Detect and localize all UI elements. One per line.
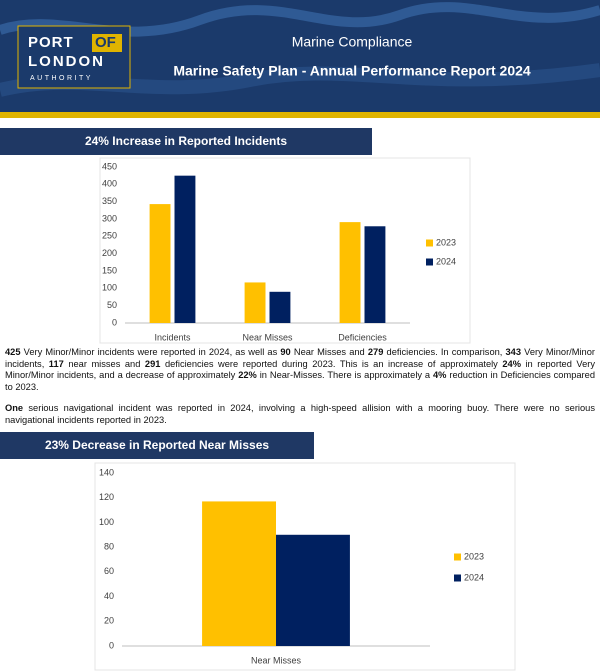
legend-swatch	[426, 239, 433, 247]
text: in Near-Misses. There is approximately a	[256, 370, 434, 380]
y-tick-label: 80	[104, 542, 114, 552]
y-tick-label: 450	[102, 161, 117, 171]
gold-stripe	[0, 112, 600, 118]
text: serious navigational incident was report…	[5, 403, 595, 425]
y-tick-label: 200	[102, 248, 117, 258]
y-tick-label: 150	[102, 265, 117, 275]
y-tick-label: 300	[102, 213, 117, 223]
logo-highlight	[92, 34, 122, 52]
legend-swatch	[454, 553, 461, 561]
bold-text: 22%	[238, 370, 257, 380]
bold-text: One	[5, 403, 24, 413]
bar	[149, 204, 171, 323]
legend-label: 2023	[464, 551, 484, 561]
bold-text: 117	[48, 358, 64, 369]
bar	[276, 534, 350, 646]
chart: 0 20 40 60 80 100 120 140 Near Misses 2023 2024	[94, 462, 516, 671]
legend-label: 2024	[436, 256, 456, 266]
paragraph: 425 Very Minor/Minor incidents were repo…	[5, 347, 595, 393]
y-tick-label: 250	[102, 231, 117, 241]
y-tick-label: 100	[102, 283, 117, 293]
y-tick-label: 100	[99, 517, 114, 527]
y-tick-label: 40	[104, 591, 114, 601]
x-tick-label: Near Misses	[251, 655, 302, 665]
y-tick-label: 140	[99, 467, 114, 477]
text: reduction in Deficiencies compared to 20…	[5, 370, 595, 392]
title: Marine Safety Plan - Annual Performance …	[173, 63, 531, 79]
subtitle: Marine Compliance	[292, 34, 413, 50]
y-tick-label: 0	[109, 640, 114, 650]
y-tick-label: 20	[104, 616, 114, 626]
bar	[269, 291, 291, 323]
paragraph: One serious navigational incident was re…	[5, 403, 595, 426]
bold-text: 24%	[502, 358, 521, 369]
chart-frame	[99, 157, 471, 344]
legend-label: 2023	[436, 237, 456, 247]
section-heading: 24% Increase in Reported Incidents	[0, 128, 372, 155]
text: near misses and	[63, 358, 145, 369]
bold-text: 4%	[433, 370, 447, 380]
y-tick-label: 60	[104, 566, 114, 576]
bold-text: 343	[505, 347, 522, 357]
text: in reported Very Minor/Minor incidents, …	[5, 358, 595, 381]
bar	[339, 222, 361, 323]
text: Very Minor/Minor incidents were reported…	[20, 347, 281, 357]
bar	[202, 501, 276, 646]
text: deficiencies. In comparison,	[383, 347, 506, 357]
bar	[364, 226, 386, 323]
legend-label: 2024	[464, 572, 484, 582]
legend-swatch	[426, 258, 433, 266]
bar	[244, 282, 266, 323]
y-tick-label: 400	[102, 179, 117, 189]
header: PORT OF LONDON AUTHORITY Marine Complian…	[0, 0, 600, 118]
bold-text: 291	[144, 358, 161, 369]
text: Near Misses and	[290, 347, 368, 357]
chart: 0 50 100 150 200 250 300 350 400 450 Incidents Near…	[99, 157, 471, 344]
y-tick-label: 350	[102, 196, 117, 206]
y-tick-label: 50	[107, 300, 117, 310]
bold-text: 90	[280, 347, 291, 357]
text: Very Minor/Minor incidents,	[5, 347, 595, 369]
bar	[174, 175, 196, 323]
logo-text: LONDON	[28, 53, 105, 70]
logo-text: PORT	[28, 34, 74, 51]
section-heading: 23% Decrease in Reported Near Misses	[0, 432, 314, 459]
bold-text: 425	[5, 347, 21, 357]
bold-text: 279	[367, 347, 384, 357]
y-tick-label: 0	[112, 317, 117, 327]
logo-text: OF	[95, 34, 116, 51]
chart-frame	[94, 462, 516, 671]
text: deficiencies were reported during 2023. …	[160, 358, 503, 369]
legend-swatch	[454, 574, 461, 582]
y-tick-label: 120	[99, 492, 114, 502]
x-tick-label: Near Misses	[242, 332, 293, 342]
logo-text: AUTHORITY	[30, 75, 93, 82]
x-tick-label: Deficiencies	[338, 332, 387, 342]
x-tick-label: Incidents	[154, 332, 191, 342]
